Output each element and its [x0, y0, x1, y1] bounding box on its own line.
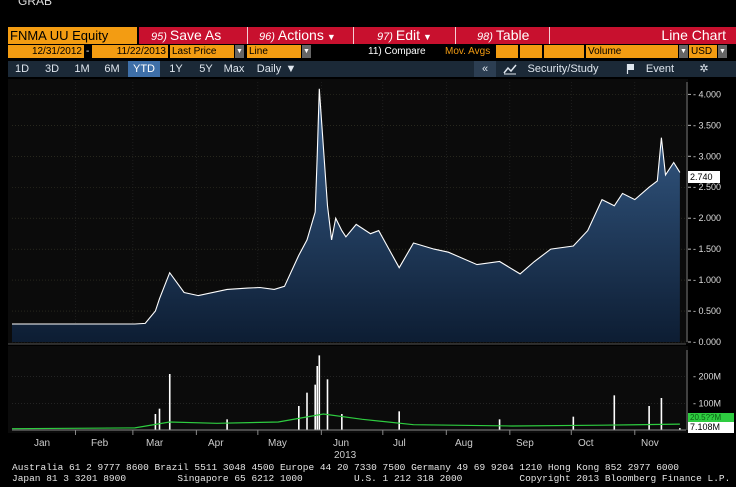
- range-3d-button[interactable]: 3D: [44, 63, 60, 75]
- range-ytd-button[interactable]: YTD: [128, 61, 160, 77]
- toolbar-divider: [353, 27, 354, 44]
- start-date-field[interactable]: 12/31/2012: [8, 45, 84, 58]
- range-bar: 1D 3D 1M 6M YTD 1Y 5Y Max Daily ▼ « Secu…: [8, 61, 736, 77]
- price-tick-label: - 2.000: [693, 213, 721, 223]
- price-axis-ticks: - 4.000 - 3.500 - 3.000 - 2.500 - 2.000 - 1.5…: [686, 82, 721, 347]
- collapse-button[interactable]: «: [474, 61, 496, 77]
- chevron-down-icon[interactable]: ▼: [285, 63, 297, 75]
- price-area-fill: [12, 88, 680, 342]
- save-as-button[interactable]: 95) Save As: [151, 27, 221, 44]
- chevron-down-icon[interactable]: ▼: [302, 45, 311, 58]
- currency-select[interactable]: USD: [689, 45, 717, 58]
- range-1m-button[interactable]: 1M: [74, 63, 90, 75]
- end-date-field[interactable]: 11/22/2013: [92, 45, 168, 58]
- chevron-down-icon[interactable]: ▼: [235, 45, 244, 58]
- volume-tick-label: - 100M: [693, 398, 721, 408]
- volume-tick-label: - 200M: [693, 372, 721, 382]
- price-tick-label: - 3.000: [693, 151, 721, 161]
- line-chart-icon: [502, 61, 518, 77]
- line-type-select[interactable]: Line: [247, 45, 301, 58]
- month-label: Oct: [578, 438, 594, 449]
- volume-axis-ticks: - 100M - 200M: [12, 350, 721, 431]
- table-shortcut: 98): [477, 31, 493, 43]
- volume-average-line: [11, 413, 680, 430]
- save-as-shortcut: 95): [151, 31, 167, 43]
- edit-label: Edit: [395, 27, 421, 43]
- event-button[interactable]: Event: [645, 63, 675, 75]
- parameter-bar: 12/31/2012 - 11/22/2013 Last Price ▼ Lin…: [8, 44, 736, 59]
- save-as-label: Save As: [169, 27, 222, 43]
- table-button[interactable]: 98) Table: [477, 27, 529, 44]
- price-tick-label: - 1.500: [693, 244, 721, 254]
- range-5y-button[interactable]: 5Y: [199, 63, 213, 75]
- date-separator: -: [86, 46, 90, 57]
- chevron-down-icon: ▼: [423, 32, 432, 42]
- footer-line-2: Japan 81 3 3201 8900 Singapore 65 6212 1…: [12, 473, 731, 484]
- window-top-label: GRAB: [18, 0, 53, 8]
- param-slot[interactable]: [496, 45, 518, 58]
- actions-shortcut: 96): [259, 31, 275, 43]
- volume-select[interactable]: Volume: [586, 45, 678, 58]
- edit-button[interactable]: 97) Edit ▼: [377, 27, 432, 44]
- actions-button[interactable]: 96) Actions ▼: [259, 27, 336, 44]
- footer-contacts: Australia 61 2 9777 8600 Brazil 5511 304…: [12, 462, 732, 484]
- range-1d-button[interactable]: 1D: [14, 63, 30, 75]
- month-label: Nov: [641, 438, 659, 449]
- toolbar-divider: [247, 27, 248, 44]
- security-study-button[interactable]: Security/Study: [527, 63, 599, 75]
- table-label: Table: [495, 27, 530, 43]
- gear-icon[interactable]: ✲: [699, 63, 709, 75]
- compare-button[interactable]: 11) Compare: [368, 46, 426, 57]
- price-line: [12, 88, 681, 325]
- last-price-tag: 2.740: [688, 171, 720, 183]
- chevron-down-icon[interactable]: ▼: [679, 45, 688, 58]
- range-max-button[interactable]: Max: [223, 63, 245, 75]
- month-label: Apr: [208, 438, 224, 449]
- price-tick-label: - 0.500: [693, 306, 721, 316]
- edit-shortcut: 97): [377, 31, 393, 43]
- year-label: 2013: [334, 450, 357, 461]
- action-bar: 95) Save As 96) Actions ▼ 97) Edit ▼ 98) Table…: [139, 27, 736, 44]
- event-flag-icon: [624, 61, 638, 77]
- month-label: Aug: [455, 438, 473, 449]
- chevron-down-icon: ▼: [326, 32, 336, 42]
- period-select[interactable]: Daily: [256, 63, 282, 75]
- month-label: Jan: [34, 438, 51, 449]
- price-tick-label: - 4.000: [693, 89, 721, 99]
- footer-line-1: Australia 61 2 9777 8600 Brazil 5511 304…: [12, 462, 680, 473]
- chart-type-label[interactable]: Line Chart: [661, 27, 726, 43]
- actions-label: Actions: [277, 27, 324, 43]
- volume-bars: [154, 355, 681, 430]
- month-label: Jul: [393, 438, 406, 449]
- main-toolbar: FNMA UU Equity 95) Save As 96) Actions ▼ 97…: [8, 27, 736, 44]
- toolbar-divider: [549, 27, 550, 44]
- param-slot[interactable]: [520, 45, 542, 58]
- toolbar-divider: [455, 27, 456, 44]
- chevron-down-icon[interactable]: ▼: [718, 45, 727, 58]
- compare-spacer: [313, 45, 365, 58]
- price-tick-label: - 1.000: [693, 275, 721, 285]
- price-tick-label: - 3.500: [693, 120, 721, 130]
- range-1y-button[interactable]: 1Y: [169, 63, 183, 75]
- price-field-select[interactable]: Last Price: [170, 45, 234, 58]
- volume-gridlines: [12, 376, 686, 404]
- last-volume-tag: 7.108M: [688, 422, 734, 433]
- param-slot[interactable]: [544, 45, 584, 58]
- price-tick-label: - 2.500: [693, 182, 721, 192]
- month-label: Mar: [146, 438, 164, 449]
- avg-volume-tag: 20.5??M: [688, 413, 734, 423]
- range-6m-button[interactable]: 6M: [104, 63, 120, 75]
- month-label: Feb: [91, 438, 109, 449]
- ticker-field[interactable]: FNMA UU Equity: [8, 27, 137, 44]
- mov-avgs-button[interactable]: Mov. Avgs: [445, 46, 491, 57]
- month-label: Jun: [333, 438, 350, 449]
- month-label: Sep: [516, 438, 534, 449]
- price-tick-label: - 0.000: [693, 337, 721, 347]
- month-label: May: [268, 438, 287, 449]
